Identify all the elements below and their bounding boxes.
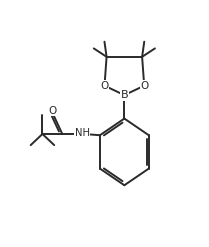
Text: O: O: [49, 106, 57, 116]
Text: O: O: [100, 81, 109, 91]
Text: B: B: [121, 90, 128, 100]
Text: NH: NH: [75, 128, 90, 138]
Text: O: O: [140, 81, 148, 91]
